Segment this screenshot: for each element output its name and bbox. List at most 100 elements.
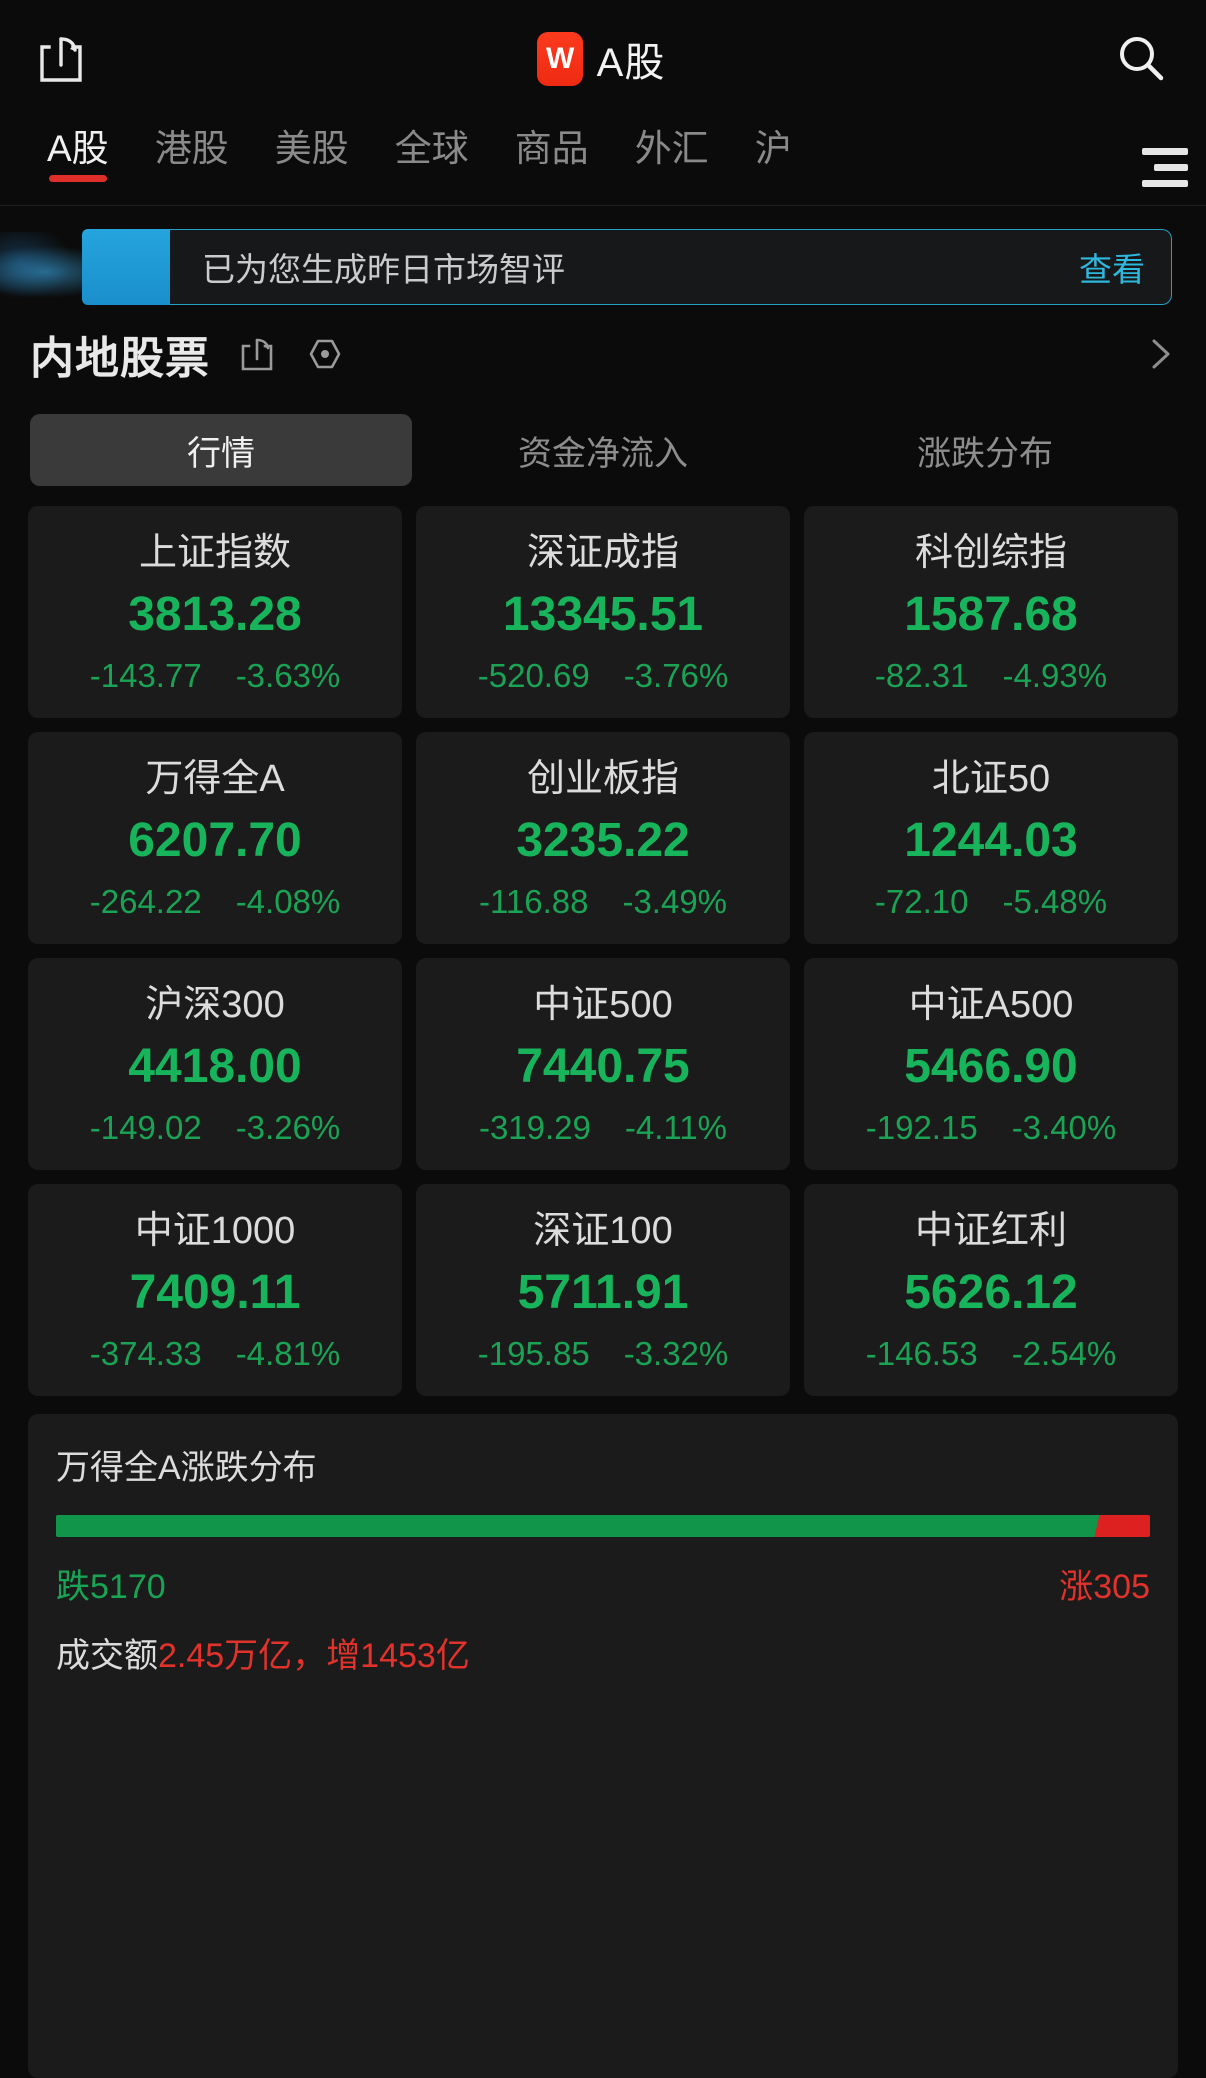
hamburger-menu-icon[interactable] (1138, 148, 1188, 187)
index-change-abs: -143.77 (89, 657, 202, 695)
distribution-down-label: 跌5170 (56, 1568, 166, 1606)
index-card[interactable]: 中证1000 7409.11 -374.33 -4.81% (28, 1184, 402, 1396)
tab-commodities[interactable]: 商品 (492, 118, 612, 176)
tab-global[interactable]: 全球 (372, 118, 492, 176)
index-name: 创业板指 (526, 757, 679, 800)
tab-label: 美股 (274, 128, 349, 169)
search-icon[interactable] (1110, 28, 1172, 90)
tab-forex[interactable]: 外汇 (612, 118, 732, 176)
index-card[interactable]: 深证成指 13345.51 -520.69 -3.76% (416, 506, 790, 718)
index-name: 中证A500 (908, 983, 1074, 1026)
banner-text: 已为您生成昨日市场智评 (202, 251, 565, 288)
index-value: 3235.22 (516, 813, 690, 867)
index-change-row: -520.69 -3.76% (478, 657, 729, 695)
index-value: 1244.03 (904, 813, 1078, 867)
index-card[interactable]: 万得全A 6207.70 -264.22 -4.08% (28, 732, 402, 944)
index-change-pct: -4.11% (624, 1109, 728, 1147)
tab-hk-shares[interactable]: 港股 (132, 118, 252, 176)
index-value: 5466.90 (904, 1039, 1078, 1093)
index-value: 7440.75 (516, 1039, 690, 1093)
banner-accent-tab (82, 229, 170, 305)
banner-view-link[interactable]: 查看 (1079, 251, 1145, 288)
index-change-pct: -2.54% (1011, 1335, 1117, 1373)
share-icon[interactable] (236, 333, 278, 375)
segment-updown-distribution[interactable]: 涨跌分布 (917, 434, 1053, 473)
index-change-pct: -4.93% (1002, 657, 1108, 695)
share-icon[interactable] (30, 28, 92, 90)
index-card[interactable]: 创业板指 3235.22 -116.88 -3.49% (416, 732, 790, 944)
index-value: 13345.51 (502, 587, 704, 641)
tab-active-underline (48, 175, 107, 182)
index-card[interactable]: 沪深300 4418.00 -149.02 -3.26% (28, 958, 402, 1170)
index-change-row: -374.33 -4.81% (90, 1335, 341, 1373)
ai-banner-row: 已为您生成昨日市场智评 查看 (0, 206, 1206, 308)
index-card[interactable]: 中证红利 5626.12 -146.53 -2.54% (804, 1184, 1178, 1396)
index-card-grid: 上证指数 3813.28 -143.77 -3.63% 深证成指 13345.5… (0, 498, 1206, 1396)
index-change-pct: -3.32% (623, 1335, 729, 1373)
category-tabs: A股 港股 美股 全球 商品 外汇 沪 (0, 118, 1206, 206)
chevron-right-icon[interactable] (1140, 334, 1180, 374)
tab-label: 沪 (754, 128, 792, 169)
section-title: 内地股票 (30, 334, 210, 383)
index-card[interactable]: 北证50 1244.03 -72.10 -5.48% (804, 732, 1178, 944)
updown-distribution-bar (56, 1515, 1150, 1537)
segmented-control: 行情 资金净流入 涨跌分布 (0, 402, 1206, 498)
tab-us-shares[interactable]: 美股 (252, 118, 372, 176)
distribution-section: 万得全A涨跌分布 跌5170 涨305 成交额2.45万亿，增1453亿 (0, 1396, 1206, 2078)
index-name: 深证100 (533, 1209, 673, 1252)
distribution-legend: 跌5170 涨305 (56, 1559, 1150, 1608)
segment-quotes[interactable]: 行情 (30, 414, 412, 486)
index-value: 6207.70 (128, 813, 302, 867)
top-bar: W A股 (0, 0, 1206, 118)
index-card[interactable]: 中证500 7440.75 -319.29 -4.11% (416, 958, 790, 1170)
index-change-row: -82.31 -4.93% (875, 657, 1107, 695)
index-name: 深证成指 (526, 531, 679, 574)
segment-net-inflow[interactable]: 资金净流入 (518, 434, 688, 473)
index-change-abs: -116.88 (478, 883, 589, 921)
hexagon-settings-icon[interactable] (304, 333, 346, 375)
distribution-panel[interactable]: 万得全A涨跌分布 跌5170 涨305 成交额2.45万亿，增1453亿 (28, 1414, 1178, 2078)
index-card[interactable]: 深证100 5711.91 -195.85 -3.32% (416, 1184, 790, 1396)
tab-a-shares[interactable]: A股 (24, 118, 132, 182)
index-change-row: -116.88 -3.49% (479, 883, 727, 921)
section-header: 内地股票 (0, 306, 1206, 402)
tab-label: A股 (47, 128, 109, 169)
index-change-pct: -3.76% (623, 657, 729, 695)
distribution-bar-up (1105, 1515, 1150, 1537)
index-change-row: -192.15 -3.40% (866, 1109, 1117, 1147)
index-change-abs: -319.29 (478, 1109, 591, 1147)
tab-label: 全球 (394, 128, 469, 169)
index-change-abs: -374.33 (89, 1335, 202, 1373)
app-title-group: W A股 (536, 30, 666, 88)
index-change-row: -149.02 -3.26% (90, 1109, 341, 1147)
index-change-abs: -264.22 (89, 883, 202, 921)
index-card[interactable]: 中证A500 5466.90 -192.15 -3.40% (804, 958, 1178, 1170)
index-name: 沪深300 (145, 983, 285, 1026)
tab-shanghai[interactable]: 沪 (732, 118, 797, 176)
index-change-abs: -192.15 (865, 1109, 978, 1147)
distribution-up-label: 涨305 (1059, 1568, 1150, 1606)
index-value: 7409.11 (129, 1265, 301, 1319)
index-change-row: -146.53 -2.54% (866, 1335, 1117, 1373)
tab-label: 外汇 (634, 128, 709, 169)
index-change-row: -319.29 -4.11% (479, 1109, 727, 1147)
index-name: 上证指数 (138, 531, 291, 574)
ai-market-review-banner[interactable]: 已为您生成昨日市场智评 查看 (170, 229, 1172, 305)
index-change-row: -264.22 -4.08% (90, 883, 341, 921)
tab-label: 港股 (154, 128, 229, 169)
index-change-pct: -4.81% (235, 1335, 341, 1373)
index-card[interactable]: 上证指数 3813.28 -143.77 -3.63% (28, 506, 402, 718)
turnover-prefix: 成交额 (56, 1637, 158, 1675)
index-change-abs: -72.10 (874, 883, 969, 921)
index-change-pct: -3.40% (1011, 1109, 1117, 1147)
index-change-abs: -195.85 (477, 1335, 590, 1373)
index-change-pct: -4.08% (235, 883, 341, 921)
distribution-title: 万得全A涨跌分布 (56, 1449, 317, 1487)
index-name: 中证红利 (914, 1209, 1067, 1252)
index-change-abs: -520.69 (477, 657, 590, 695)
index-change-pct: -3.26% (235, 1109, 341, 1147)
index-card[interactable]: 科创综指 1587.68 -82.31 -4.93% (804, 506, 1178, 718)
index-name: 科创综指 (914, 531, 1067, 574)
index-change-abs: -149.02 (89, 1109, 202, 1147)
